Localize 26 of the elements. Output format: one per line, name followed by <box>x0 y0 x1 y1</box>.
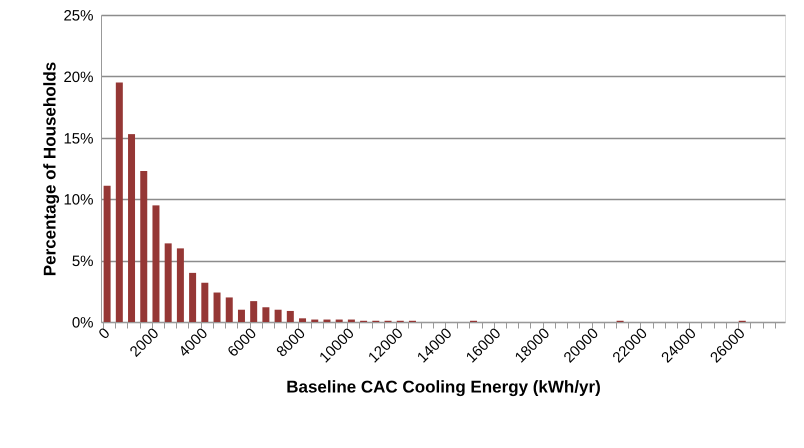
bar <box>104 186 111 322</box>
bar <box>274 310 282 322</box>
bar <box>250 301 258 322</box>
bar <box>164 243 172 322</box>
bar <box>214 292 221 322</box>
y-tick-label: 5% <box>72 253 94 270</box>
bar <box>128 134 136 322</box>
bar <box>189 272 196 322</box>
y-tick-label: 10% <box>63 192 94 209</box>
bar <box>116 82 123 322</box>
bar <box>299 318 306 322</box>
bar <box>140 170 148 322</box>
bar <box>201 282 208 322</box>
bar <box>286 310 294 322</box>
bar <box>262 307 270 322</box>
x-tick-label: 0 <box>96 324 114 343</box>
y-tick-label: 15% <box>63 130 94 148</box>
y-tick-label: 25% <box>63 8 94 24</box>
bar <box>152 205 160 322</box>
bar <box>176 248 184 322</box>
x-axis-title: Baseline CAC Cooling Energy (kWh/yr) <box>286 378 601 397</box>
bar <box>226 297 233 322</box>
bar <box>238 310 245 322</box>
y-tick-label: 0% <box>72 314 94 332</box>
y-tick-label: 20% <box>63 68 94 86</box>
y-axis-title: Percentage of Households <box>40 62 60 276</box>
